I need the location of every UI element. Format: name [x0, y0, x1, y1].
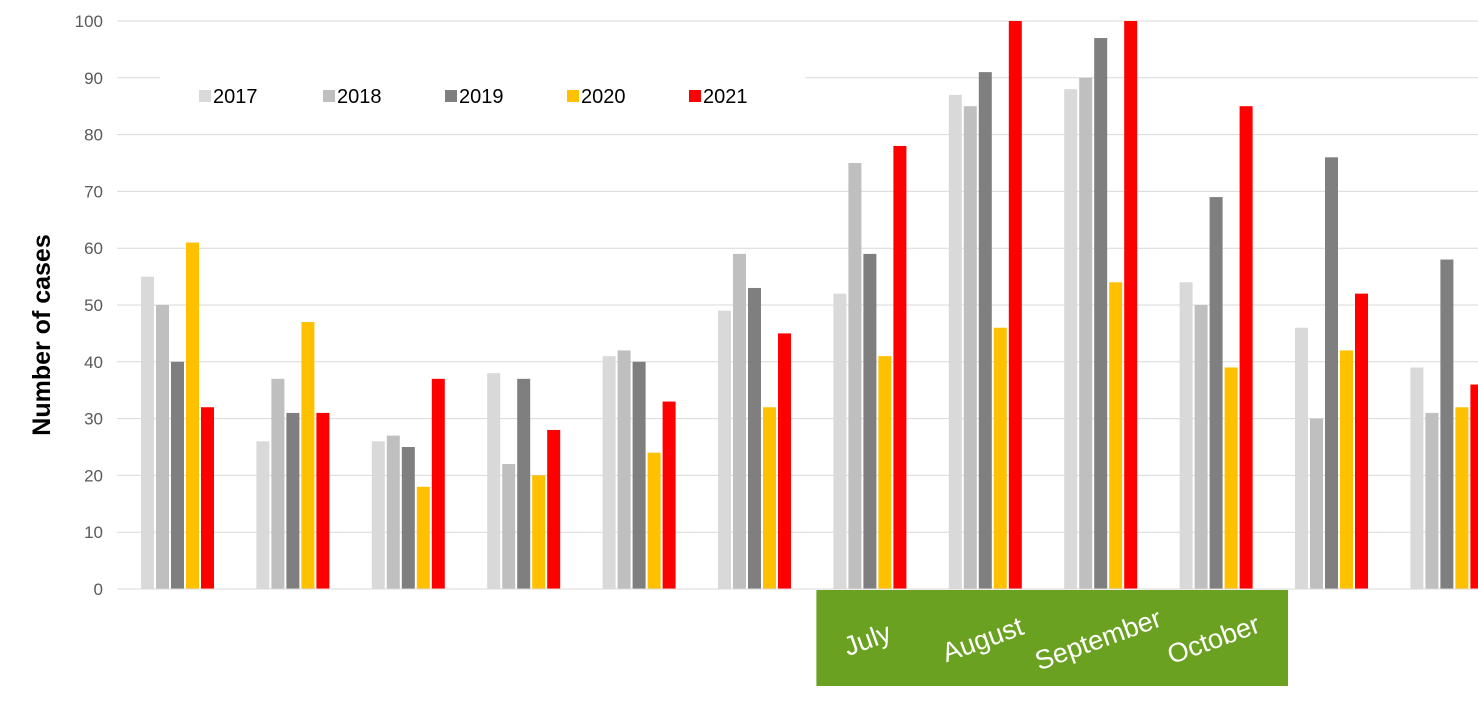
bar-2018-6 [733, 253, 746, 589]
bar-2017-10 [1179, 282, 1193, 589]
bar-2021-6 [778, 333, 791, 589]
highlight-box [816, 590, 1288, 686]
bar-2021-10 [1239, 106, 1253, 589]
bar-2018-11 [1310, 418, 1323, 589]
bar-2019-12 [1440, 259, 1454, 589]
bar-2017-1 [141, 276, 154, 589]
bar-2018-1 [156, 305, 169, 589]
legend-swatch-2017 [199, 90, 211, 102]
bar-2020-4 [532, 475, 546, 589]
bar-2020-9 [1109, 282, 1123, 589]
bar-2019-4 [517, 378, 531, 589]
bar-2019-8 [978, 72, 992, 590]
bar-2019-7 [863, 253, 877, 589]
bar-2021-2 [316, 412, 330, 589]
bar-2017-9 [1064, 89, 1078, 589]
bar-2019-2 [286, 412, 300, 589]
bar-2020-7 [878, 356, 892, 589]
y-tick-label: 20 [84, 466, 103, 485]
bar-2019-10 [1209, 197, 1223, 589]
y-tick-label: 30 [84, 410, 103, 429]
legend-label-2021: 2021 [703, 86, 748, 108]
bar-2018-3 [386, 435, 400, 589]
bars [141, 21, 1478, 590]
bar-2021-4 [547, 429, 561, 589]
bar-2021-9 [1124, 21, 1138, 589]
bar-2019-1 [171, 361, 184, 589]
bar-2019-11 [1325, 157, 1338, 589]
month-highlight-box [816, 590, 1288, 686]
y-tick-label: 70 [84, 182, 103, 201]
legend-label-2018: 2018 [337, 86, 382, 108]
bar-2021-11 [1355, 293, 1368, 589]
legend-swatch-2021 [689, 90, 701, 102]
bar-2018-12 [1425, 412, 1439, 589]
bar-2020-2 [301, 322, 315, 589]
bar-2017-11 [1295, 327, 1308, 589]
bar-2021-3 [431, 378, 445, 589]
bar-2017-3 [371, 441, 385, 589]
legend-label-2020: 2020 [581, 86, 626, 108]
bar-2020-11 [1340, 350, 1353, 589]
bar-2019-6 [748, 287, 761, 589]
y-tick-label: 100 [75, 12, 103, 31]
y-tick-label: 0 [94, 580, 103, 599]
bar-2017-2 [256, 441, 270, 589]
legend-swatch-2018 [323, 90, 335, 102]
bar-2018-5 [617, 350, 631, 589]
bar-2021-12 [1470, 384, 1478, 589]
legend-swatch-2019 [445, 90, 457, 102]
bar-2017-5 [602, 356, 616, 589]
y-tick-label: 90 [84, 69, 103, 88]
bar-2020-1 [186, 242, 199, 589]
bar-2017-8 [948, 94, 962, 589]
bar-2018-7 [848, 163, 862, 589]
bar-2019-3 [401, 447, 415, 589]
bar-2019-9 [1094, 38, 1108, 590]
y-tick-label: 60 [84, 239, 103, 258]
bar-2018-4 [502, 464, 516, 589]
legend-swatch-2020 [567, 90, 579, 102]
bar-2020-10 [1224, 367, 1238, 589]
bar-2018-2 [271, 378, 285, 589]
bar-2021-8 [1008, 21, 1022, 589]
bar-2018-8 [963, 106, 977, 589]
bar-2018-9 [1079, 77, 1093, 590]
legend-label-2017: 2017 [213, 86, 258, 108]
bar-2017-12 [1410, 367, 1424, 589]
y-tick-label: 40 [84, 353, 103, 372]
bar-2017-7 [833, 293, 847, 589]
bar-2020-5 [647, 452, 661, 589]
y-tick-label: 10 [84, 523, 103, 542]
y-axis-label: Number of cases [28, 234, 56, 435]
bar-2021-5 [662, 401, 676, 589]
bar-2020-3 [416, 486, 430, 589]
bar-2020-6 [763, 407, 776, 589]
bar-2018-10 [1194, 305, 1208, 589]
legend-label-2019: 2019 [459, 86, 504, 108]
legend: 2017 2018 2019 2020 2021 [160, 70, 805, 122]
y-tick-label: 50 [84, 296, 103, 315]
bar-2021-1 [201, 407, 214, 589]
y-tick-label: 80 [84, 126, 103, 145]
bar-2020-8 [993, 327, 1007, 589]
bar-2021-7 [893, 145, 907, 589]
bar-2020-12 [1455, 407, 1469, 589]
bar-2019-5 [632, 361, 646, 589]
bar-2017-4 [487, 373, 501, 589]
bar-2017-6 [718, 310, 731, 589]
